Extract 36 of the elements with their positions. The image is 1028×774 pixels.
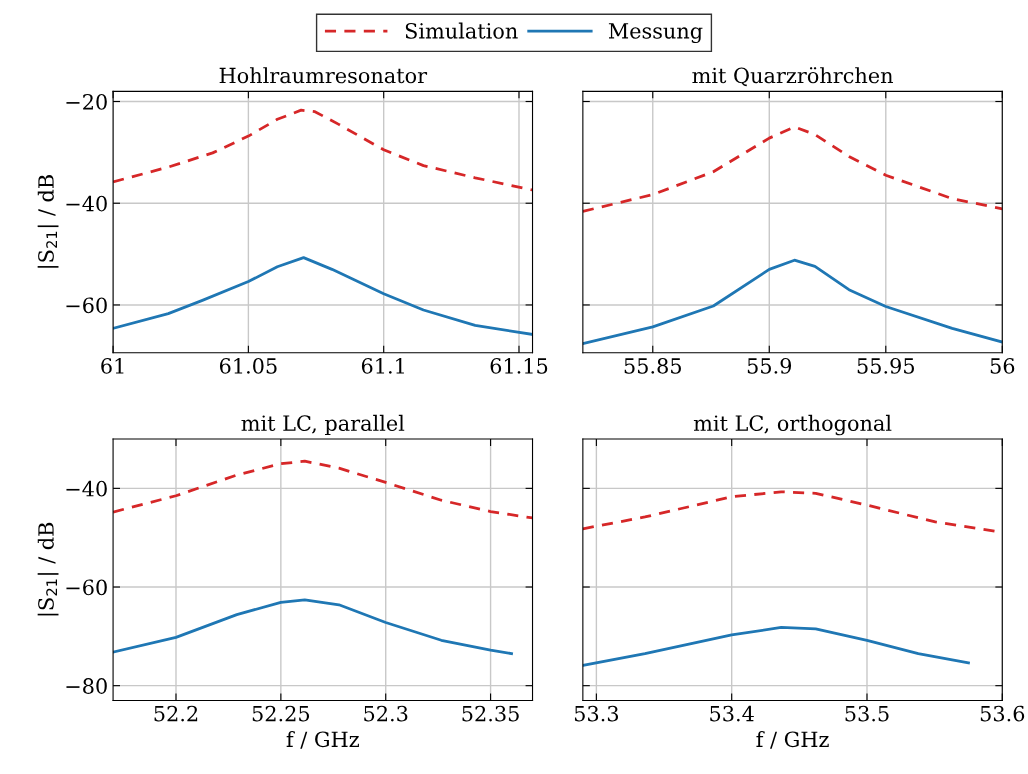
y-tick-label: −80 bbox=[66, 678, 107, 694]
x-tick-label: 53.5 bbox=[845, 705, 889, 722]
x-tick-label: 53.3 bbox=[574, 705, 619, 722]
y-tick-label: −20 bbox=[66, 93, 107, 110]
x-tick-label: 61.05 bbox=[219, 357, 277, 374]
chart-title: Hohlraumresonator bbox=[219, 67, 428, 84]
x-axis-title: f / GHz bbox=[286, 731, 359, 749]
x-axis-title: f / GHz bbox=[756, 731, 829, 749]
legend-label: Messung bbox=[608, 23, 703, 44]
x-tick-label: 61.15 bbox=[490, 357, 548, 374]
legend-label: Simulation bbox=[405, 22, 518, 39]
chart-title: mit LC, parallel bbox=[241, 414, 405, 436]
x-tick-label: 53.4 bbox=[710, 705, 754, 722]
x-tick-label: 52.35 bbox=[462, 705, 519, 722]
y-tick-label: −40 bbox=[66, 480, 107, 497]
y-axis-title: |S$_{21}$| / dB bbox=[37, 175, 59, 268]
line-series bbox=[113, 108, 533, 192]
x-tick-label: 52.3 bbox=[364, 705, 408, 722]
x-tick-label: 61.1 bbox=[361, 357, 404, 374]
x-tick-label: 55.85 bbox=[624, 357, 681, 374]
x-tick-label: 55.95 bbox=[857, 357, 914, 374]
x-tick-label: 52.25 bbox=[252, 705, 310, 722]
chart-title: mit Quarzröhrchen bbox=[692, 67, 893, 87]
chart-title: mit LC, orthogonal bbox=[693, 414, 892, 436]
y-axis-title: |S$_{21}$| / dB bbox=[37, 522, 59, 616]
x-tick-label: 61 bbox=[101, 357, 124, 374]
x-tick-label: 55.9 bbox=[747, 357, 792, 374]
y-tick-label: −60 bbox=[66, 297, 107, 314]
line-series bbox=[113, 459, 533, 520]
y-tick-label: −60 bbox=[66, 579, 107, 596]
line-series bbox=[113, 256, 533, 336]
line-series bbox=[113, 598, 513, 655]
x-tick-label: 52.2 bbox=[154, 705, 198, 722]
x-tick-label: 56 bbox=[990, 357, 1015, 374]
x-tick-label: 53.6 bbox=[980, 705, 1025, 722]
y-tick-label: −40 bbox=[66, 195, 107, 212]
